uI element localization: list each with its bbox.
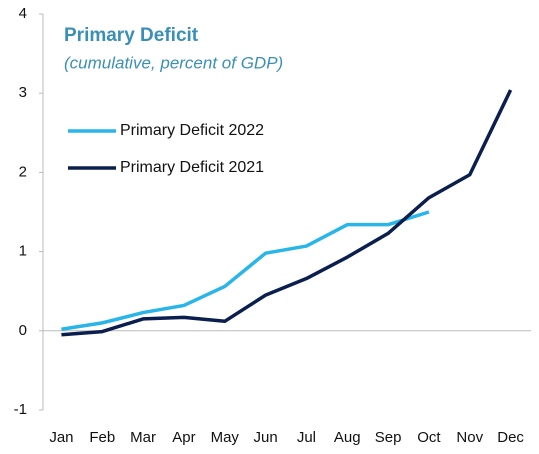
x-tick-label: Oct	[417, 429, 441, 446]
series-line	[61, 210, 430, 331]
x-tick-label: Nov	[456, 429, 483, 446]
y-tick-label: 3	[19, 84, 27, 101]
x-tick-label: Jan	[49, 429, 73, 446]
y-tick-label: 1	[19, 243, 27, 260]
x-tick-label: May	[211, 429, 240, 446]
x-tick-label: Mar	[130, 429, 156, 446]
y-tick-label: -1	[14, 401, 27, 418]
y-tick-label: 0	[19, 322, 27, 339]
x-tick-label: Aug	[334, 429, 361, 446]
x-tick-label: Jun	[253, 429, 277, 446]
y-tick-label: 4	[19, 5, 27, 22]
y-tick-label: 2	[19, 163, 27, 180]
chart-title: Primary Deficit	[64, 25, 199, 46]
x-tick-label: Apr	[172, 429, 195, 446]
series-line	[61, 89, 513, 337]
x-tick-label: Sep	[375, 429, 402, 446]
x-tick-label: Feb	[89, 429, 115, 446]
chart-subtitle: (cumulative, percent of GDP)	[64, 53, 283, 72]
legend-label: Primary Deficit 2022	[120, 122, 264, 139]
legend-label: Primary Deficit 2021	[120, 159, 264, 176]
x-tick-label: Dec	[497, 429, 524, 446]
x-tick-label: Jul	[297, 429, 316, 446]
